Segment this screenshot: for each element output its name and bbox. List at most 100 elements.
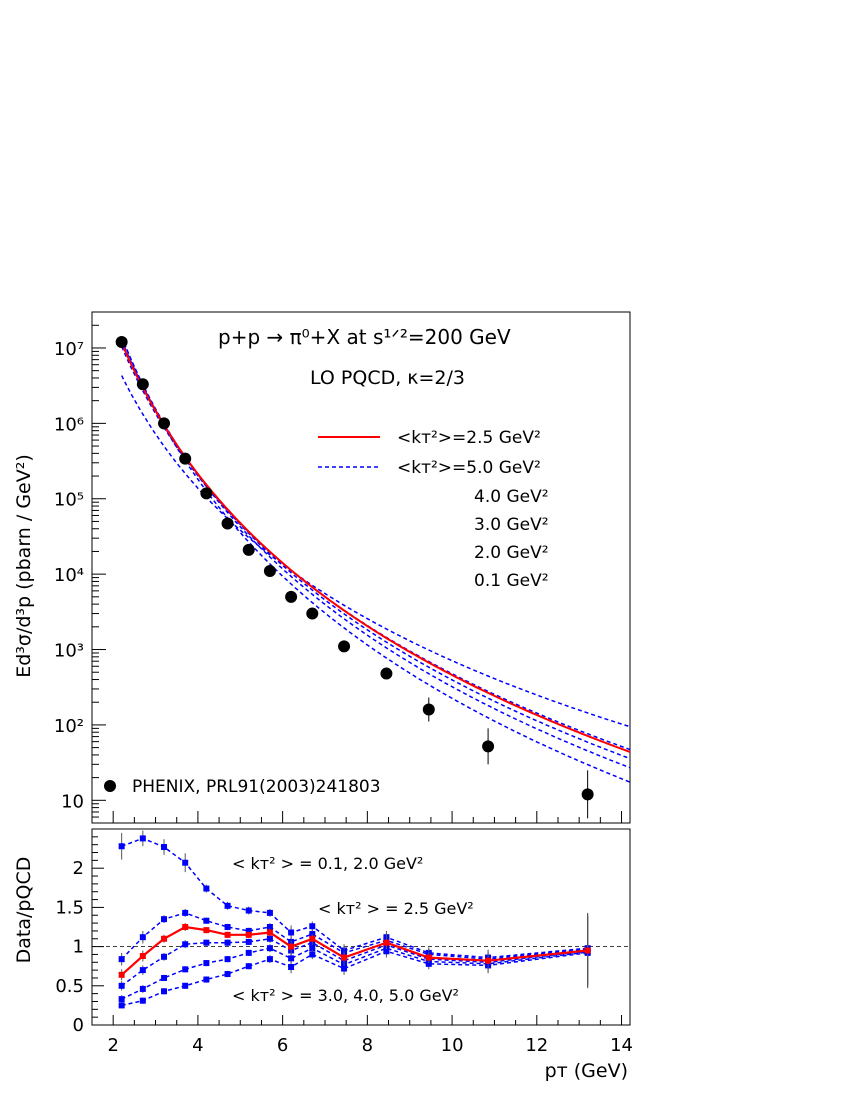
top-data-points — [115, 336, 594, 819]
top-y-tick-label: 10 — [61, 791, 84, 812]
data-point — [482, 740, 495, 753]
bottom-panel-frame — [91, 828, 631, 1026]
ratio-kt2-2-point — [161, 916, 168, 923]
ratio-kt2-2.5-point — [182, 924, 189, 930]
ratio-kt2-5-point — [139, 997, 146, 1004]
ratio-kt2-2.5-point — [245, 931, 252, 938]
top-panel-frame — [91, 311, 631, 824]
ratio-kt2-5-point — [288, 963, 295, 970]
curve-kt2-2 — [121, 346, 631, 751]
top-y-tick-label: 10³ — [54, 641, 84, 662]
bottom-y-tick-label: 2 — [73, 858, 84, 879]
curve-kt2-0.1 — [121, 375, 631, 728]
ratio-kt2-2.5-point — [203, 927, 210, 934]
data-point — [285, 590, 298, 603]
data-point — [221, 517, 234, 530]
x-axis-label: pᴛ (GeV) — [545, 1060, 628, 1082]
bottom-axis-ticks: 2 4 6 8 10 12 14 0 0.5 1 1.5 2 — [55, 828, 633, 1056]
ratio-kt2-5-point — [309, 951, 316, 958]
data-point — [179, 452, 192, 465]
data-point — [200, 487, 213, 500]
x-tick-label: 2 — [107, 1035, 118, 1056]
ratio-kt2-3-point — [139, 967, 146, 974]
legend-dashed-label: <kᴛ²>=5.0 GeV² — [397, 458, 541, 478]
ratio-kt2-2.5-line — [120, 925, 588, 976]
legend-data-marker — [104, 780, 116, 792]
ratio-kt2-0.1-point — [309, 923, 316, 930]
x-tick-label: 4 — [192, 1035, 203, 1056]
ratio-kt2-4-point — [224, 956, 231, 963]
ratio-kt2-3-line — [121, 938, 588, 987]
curve-kt2-2.5 — [120, 342, 631, 753]
data-point — [158, 417, 171, 430]
ratio-kt2-5-point — [266, 956, 273, 963]
ratio-kt2-4-point — [203, 960, 210, 967]
top-y-tick-label: 10⁴ — [54, 565, 84, 586]
ratio-kt2-2-line — [121, 912, 588, 960]
ratio-kt2-0.1-point — [139, 835, 146, 842]
ratio-kt2-0.1-point — [224, 902, 231, 909]
x-tick-label: 14 — [610, 1035, 633, 1056]
top-y-tick-label: 10⁵ — [54, 490, 84, 511]
ratio-annotation-high-kt: < kᴛ² > = 3.0, 4.0, 5.0 GeV² — [232, 986, 459, 1005]
ratio-annotation-low-kt: < kᴛ² > = 0.1, 2.0 GeV² — [232, 854, 423, 873]
ratio-kt2-2.5-point — [161, 935, 168, 942]
legend-extra-label: 0.1 GeV² — [474, 571, 549, 591]
ratio-kt2-3-point — [182, 941, 189, 948]
top-y-tick-label: 10⁶ — [54, 414, 84, 435]
ratio-kt2-5-point — [182, 982, 189, 989]
data-point — [242, 543, 255, 556]
ratio-kt2-2.5-point — [341, 954, 348, 961]
data-point — [338, 640, 351, 653]
ratio-kt2-2-point — [224, 924, 231, 930]
bottom-y-tick-label: 0 — [73, 1015, 84, 1036]
ratio-kt2-2-point — [118, 956, 125, 963]
ratio-kt2-4-point — [118, 996, 125, 1003]
x-tick-label: 12 — [525, 1035, 548, 1056]
top-curves — [120, 336, 631, 783]
legend-solid-label: <kᴛ²>=2.5 GeV² — [397, 428, 541, 448]
ratio-kt2-4-point — [139, 985, 146, 992]
ratio-kt2-2.5-point — [383, 939, 390, 946]
ratio-kt2-0.1-point — [288, 929, 295, 936]
ratio-kt2-2.5-point — [425, 954, 432, 961]
ratio-kt2-5-point — [161, 988, 168, 995]
ratio-kt2-2.5-point — [584, 947, 591, 954]
ratio-kt2-3-point — [203, 939, 210, 946]
bottom-y-axis-label: Data/pQCD — [13, 857, 35, 964]
bottom-y-tick-label: 0.5 — [55, 976, 84, 997]
data-point — [136, 378, 149, 391]
ratio-kt2-4-point — [266, 945, 273, 952]
ratio-kt2-3-point — [245, 938, 252, 945]
ratio-kt2-4-point — [309, 945, 316, 952]
ratio-kt2-5-point — [118, 1002, 125, 1009]
title-line2: LO PQCD, κ=2/3 — [310, 367, 465, 389]
ratio-series — [118, 830, 591, 1009]
ratio-kt2-2.5-point — [139, 953, 146, 960]
ratio-kt2-2.5-point — [288, 943, 295, 950]
curve-kt2-4 — [121, 336, 631, 769]
data-point — [115, 336, 128, 349]
ratio-kt2-3-point — [161, 953, 168, 960]
ratio-kt2-2-point — [203, 917, 210, 924]
x-tick-label: 10 — [441, 1035, 464, 1056]
ratio-kt2-4-point — [182, 966, 189, 973]
ratio-kt2-4-point — [161, 974, 168, 981]
data-point — [306, 607, 319, 620]
ratio-kt2-2.5-point — [118, 971, 125, 978]
bottom-y-tick-label: 1.5 — [55, 897, 84, 918]
top-axis-ticks: 10 10² 10³ 10⁴ 10⁵ 10⁶ 10⁷ — [54, 311, 623, 824]
ratio-kt2-5-point — [341, 965, 348, 972]
ratio-kt2-2-point — [182, 909, 189, 916]
x-tick-label: 8 — [362, 1035, 373, 1056]
ratio-kt2-2-point — [245, 927, 252, 934]
ratio-kt2-2-point — [139, 934, 146, 941]
title-line1: p+p → π⁰+X at s¹ᐟ²=200 GeV — [218, 325, 511, 349]
ratio-kt2-2.5-point — [309, 935, 316, 942]
legend-extra-label: 3.0 GeV² — [474, 515, 549, 535]
legend-extra-label: 4.0 GeV² — [474, 487, 549, 507]
ratio-kt2-5-point — [383, 948, 390, 955]
ratio-kt2-3-point — [266, 935, 273, 942]
ratio-kt2-5-point — [224, 971, 231, 978]
